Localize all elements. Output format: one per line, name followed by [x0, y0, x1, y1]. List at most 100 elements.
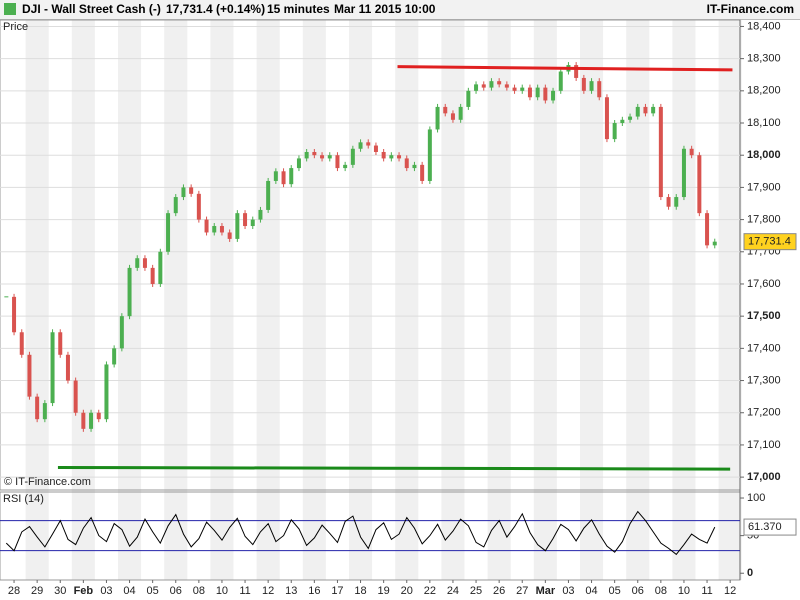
day-band	[302, 20, 326, 580]
last-value-box	[743, 233, 797, 251]
x-tick-label: 04	[585, 585, 597, 597]
day-band	[256, 20, 280, 580]
day-band	[718, 20, 742, 580]
candle	[35, 396, 40, 420]
candle	[243, 213, 248, 227]
rsi-line	[5, 510, 716, 556]
y-tick-label: 17,100	[747, 439, 781, 451]
candle	[320, 155, 325, 159]
candle	[420, 164, 425, 181]
day-band	[71, 20, 95, 580]
y-tick-label: 18,000	[747, 149, 781, 161]
x-tick-label: 10	[216, 585, 228, 597]
candle	[458, 106, 463, 120]
x-tick-label: 28	[8, 585, 20, 597]
interval: 15 minutes	[267, 2, 330, 16]
x-tick-label: 27	[516, 585, 528, 597]
candle	[427, 129, 432, 181]
day-band	[441, 20, 465, 580]
candle	[327, 155, 332, 159]
candle	[443, 106, 448, 114]
candle	[589, 81, 594, 91]
candle	[381, 151, 386, 159]
candle	[712, 241, 717, 246]
candle	[705, 213, 710, 246]
y-tick-label: 18,200	[747, 85, 781, 97]
candle	[289, 168, 294, 185]
day-band	[487, 20, 511, 580]
x-tick-label: 03	[100, 585, 112, 597]
candle	[651, 106, 656, 114]
candle	[512, 87, 517, 91]
candle	[373, 145, 378, 152]
x-tick-label: 04	[123, 585, 135, 597]
x-tick-label: 30	[54, 585, 66, 597]
candle	[643, 106, 648, 114]
day-band	[672, 20, 696, 580]
day-band	[164, 20, 188, 580]
y-tick-label: 17,400	[747, 342, 781, 354]
x-tick-label: 19	[378, 585, 390, 597]
candle	[127, 267, 132, 317]
candle	[119, 316, 124, 349]
candle	[219, 226, 224, 233]
candle	[497, 81, 502, 85]
watermark: © IT-Finance.com	[4, 476, 91, 488]
candle	[58, 332, 63, 355]
y-tick-label: 17,600	[747, 278, 781, 290]
x-tick-label: 10	[678, 585, 690, 597]
candle	[42, 403, 47, 420]
y-tick-label: 17,800	[747, 213, 781, 225]
x-tick-label: 11	[239, 585, 250, 597]
candle	[50, 332, 55, 404]
candle	[674, 197, 679, 207]
y-tick-label: 17,300	[747, 374, 781, 386]
trend-line	[57, 465, 731, 471]
candle	[204, 219, 209, 233]
candle	[535, 87, 540, 98]
x-tick-label: 24	[447, 585, 459, 597]
candle	[258, 209, 263, 220]
x-tick-label: 06	[632, 585, 644, 597]
candle	[12, 296, 17, 333]
candle	[189, 187, 194, 194]
x-tick-label: 18	[354, 585, 366, 597]
day-band	[25, 20, 49, 580]
candle	[135, 258, 140, 268]
y-tick-label: 18,300	[747, 53, 781, 65]
candle	[350, 148, 355, 165]
candle	[81, 412, 86, 429]
header: DJI - Wall Street Cash (-) 17,731.4 (+0.…	[0, 0, 800, 20]
day-band	[210, 20, 234, 580]
y-tick-label: 17,500	[747, 310, 781, 322]
candle	[689, 148, 694, 156]
x-tick-label: 05	[147, 585, 159, 597]
x-tick-label: 25	[470, 585, 482, 597]
x-tick-label: 20	[401, 585, 413, 597]
candle	[681, 148, 686, 198]
day-band	[580, 20, 604, 580]
candle	[397, 155, 402, 159]
candle	[551, 90, 556, 101]
x-tick-label: 26	[493, 585, 505, 597]
x-tick-label: 13	[285, 585, 297, 597]
candle	[504, 84, 509, 88]
candle	[658, 106, 663, 198]
panel-title: Price	[3, 21, 28, 33]
x-tick-label: 06	[170, 585, 182, 597]
x-tick-label: 29	[31, 585, 43, 597]
trend-line	[397, 65, 733, 72]
candle	[227, 232, 232, 239]
candle	[558, 71, 563, 91]
candle	[697, 155, 702, 214]
candle	[73, 380, 78, 413]
last-value-box	[743, 518, 797, 536]
y-tick-label: 18,400	[747, 20, 781, 32]
candle	[581, 77, 586, 91]
candle	[520, 87, 525, 91]
candle	[389, 155, 394, 159]
candle	[366, 142, 371, 146]
candle	[474, 84, 479, 91]
candle	[304, 151, 309, 159]
